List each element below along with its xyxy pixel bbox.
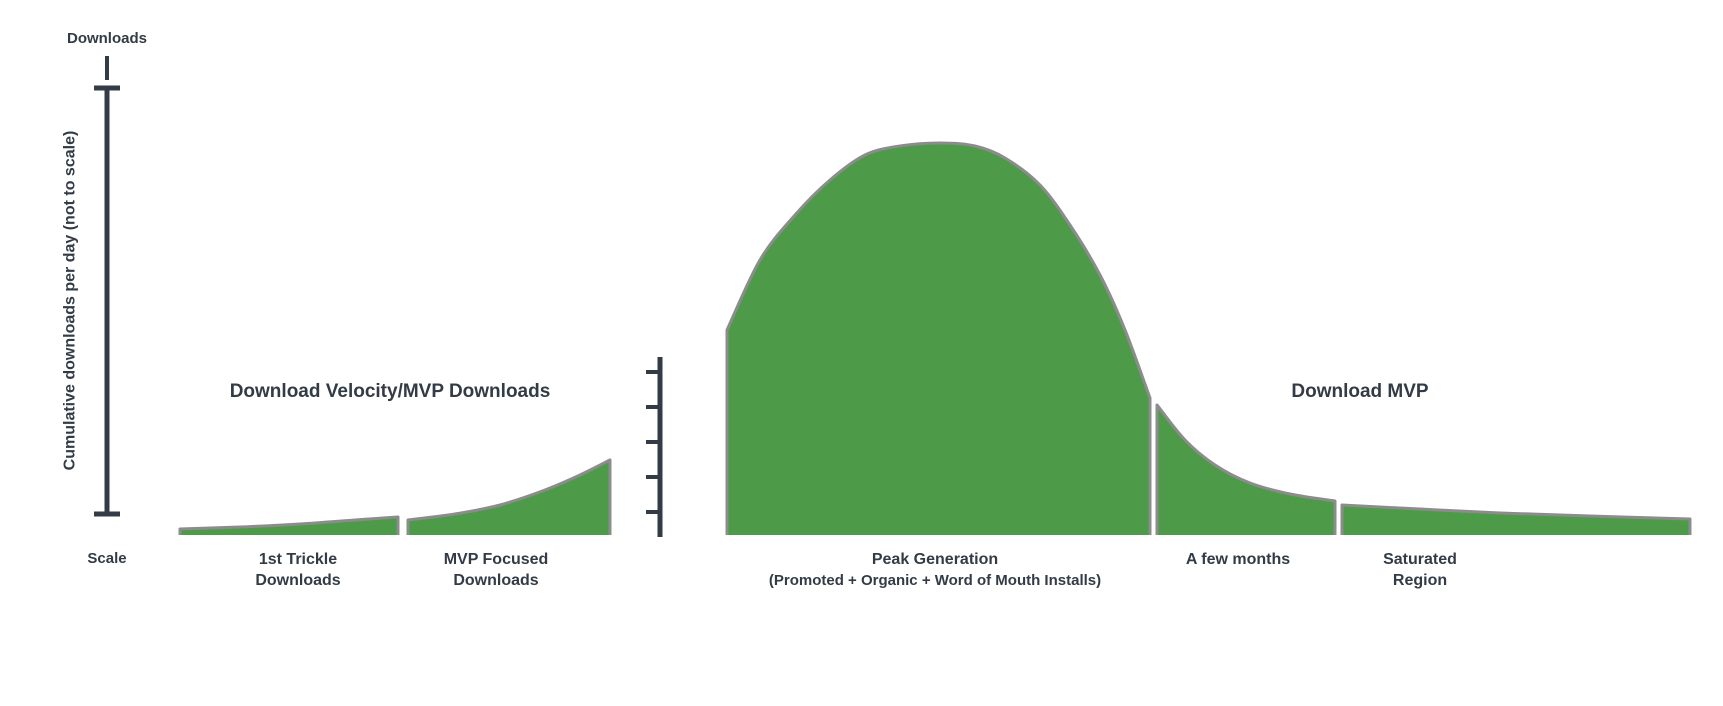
category-label: MVP Focused Downloads [406,549,586,591]
category-line: Downloads [255,572,341,589]
area-saturated-tail [1342,505,1690,535]
category-label: 1st Trickle Downloads [208,549,388,591]
outline-few-months-decline [1155,403,1337,535]
category-line: Region [1392,572,1448,589]
y-axis-bottom-label: Scale [87,550,127,567]
outline-first-trickle-downloads [178,515,400,535]
y-axis-top-label: Downloads [66,30,147,47]
area-layer [178,141,1692,535]
category-label: Peak Generation (Promoted + Organic + Wo… [705,549,1165,591]
category-line: 1st Trickle [258,551,338,568]
outline-saturated-tail [1340,503,1692,535]
left-chart-title: Download Velocity/MVP Downloads [229,381,551,402]
category-line: MVP Focused [443,551,549,568]
category-line: Peak Generation [871,551,999,568]
area-peak-generation-bell [727,143,1150,535]
left-axis [94,56,120,517]
category-label: Saturated Region [1340,549,1500,591]
category-label: A few months [1158,549,1318,570]
category-line: Downloads [453,572,539,589]
category-line: A few months [1185,551,1291,568]
right-chart-title: Download MVP [1291,381,1429,402]
category-line: Saturated [1383,551,1457,568]
outline-peak-generation-bell [725,141,1152,535]
scale-axis [646,357,663,537]
y-axis-rotated-label: Cumulative downloads per day (not to sca… [61,130,79,471]
outline-mvp-focused-downloads [406,458,612,535]
category-line: (Promoted + Organic + Word of Mouth Inst… [768,572,1102,589]
area-few-months-decline [1157,405,1335,535]
area-mvp-focused-downloads [408,460,610,535]
